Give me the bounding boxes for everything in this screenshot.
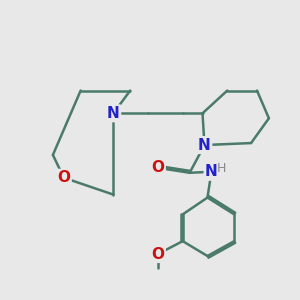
Text: H: H xyxy=(217,162,226,175)
Text: O: O xyxy=(152,160,164,175)
Text: N: N xyxy=(107,106,120,121)
Text: N: N xyxy=(198,137,211,152)
Text: O: O xyxy=(152,247,164,262)
Text: O: O xyxy=(57,170,70,185)
Text: N: N xyxy=(205,164,218,179)
